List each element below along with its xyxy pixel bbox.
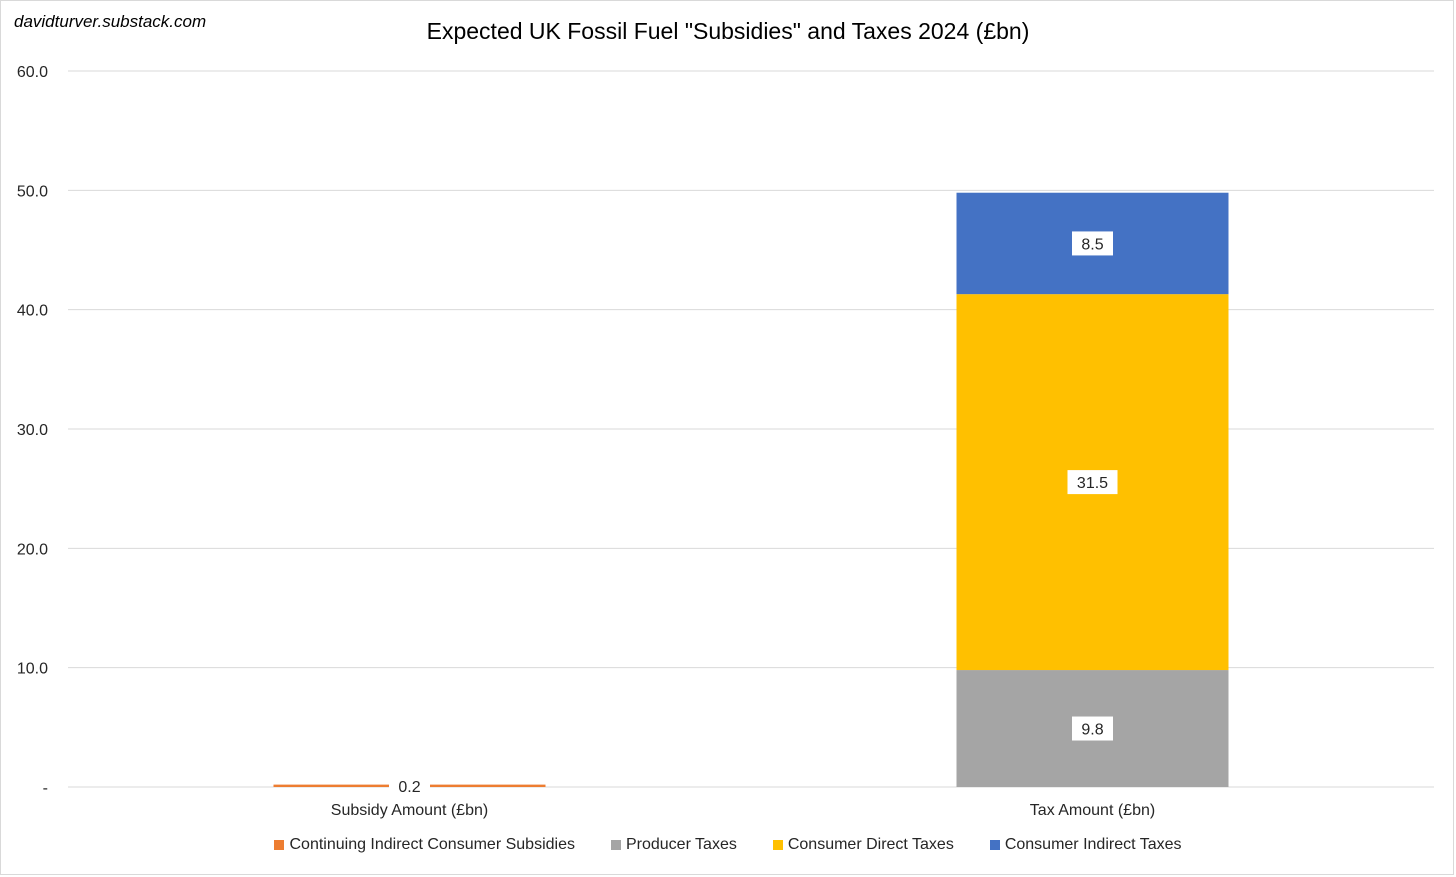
y-tick-label: 10.0 <box>17 661 48 678</box>
x-category-label: Subsidy Amount (£bn) <box>331 802 488 819</box>
legend-label: Consumer Direct Taxes <box>787 836 954 853</box>
watermark: davidturver.substack.com <box>14 12 207 31</box>
legend-swatch <box>610 840 621 850</box>
data-label: 31.5 <box>1077 475 1108 492</box>
legend-label: Consumer Indirect Taxes <box>1004 836 1182 853</box>
y-tick-label: 40.0 <box>17 303 48 320</box>
y-tick-label: - <box>43 780 48 797</box>
legend-item: Continuing Indirect Consumer Subsidies <box>274 836 575 854</box>
legend-swatch <box>772 840 783 850</box>
legend-swatch <box>274 840 285 850</box>
legend-swatch <box>989 840 1000 850</box>
y-tick-label: 50.0 <box>17 183 48 200</box>
y-tick-label: 20.0 <box>17 541 48 558</box>
legend-label: Continuing Indirect Consumer Subsidies <box>289 836 575 853</box>
legend-item: Consumer Indirect Taxes <box>989 836 1182 854</box>
data-label-box <box>389 774 430 798</box>
data-label-box <box>1067 470 1118 495</box>
legend-item: Producer Taxes <box>610 836 737 854</box>
data-label: 8.5 <box>1081 236 1103 253</box>
y-tick-label: 60.0 <box>17 64 48 81</box>
x-category-label: Tax Amount (£bn) <box>1030 802 1155 819</box>
chart-title: Expected UK Fossil Fuel "Subsidies" and … <box>426 18 1030 44</box>
data-label: 0.2 <box>398 779 420 796</box>
legend-label: Producer Taxes <box>625 836 737 853</box>
y-tick-label: 30.0 <box>17 422 48 439</box>
data-label-box <box>1072 231 1113 256</box>
legend-item: Consumer Direct Taxes <box>772 836 954 854</box>
data-label-box <box>1072 716 1113 741</box>
data-label: 9.8 <box>1081 722 1103 739</box>
chart-legend: Continuing Indirect Consumer Subsidies Pr… <box>0 836 1456 854</box>
